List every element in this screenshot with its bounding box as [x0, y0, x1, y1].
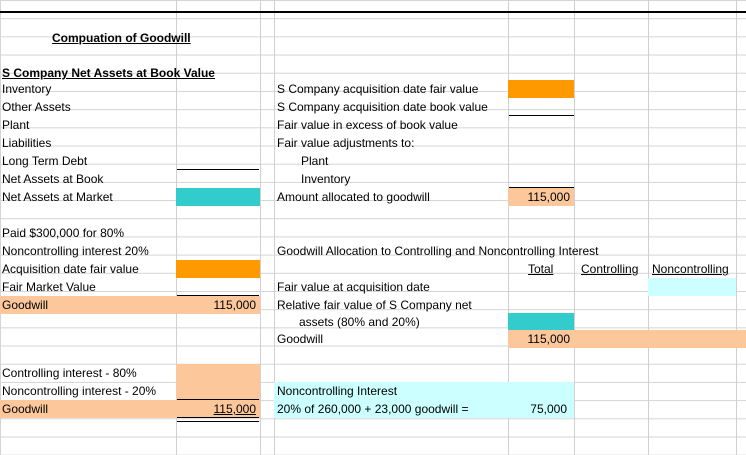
- goodwill2-value: 115,000: [213, 402, 257, 416]
- label-paid: Paid $300,000 for 80%: [2, 226, 125, 240]
- amount-allocated-value: 115,000: [527, 190, 571, 204]
- net-assets-header: S Company Net Assets at Book Value: [2, 66, 215, 80]
- goodwill-allocation-row-fill: [508, 330, 746, 348]
- allocation-header: Goodwill Allocation to Controlling and N…: [277, 244, 599, 258]
- label-net-assets-book: Net Assets at Book: [2, 172, 104, 186]
- goodwill2-row-fill: [0, 400, 260, 418]
- label-fv-adjustments: Fair value adjustments to:: [277, 136, 415, 150]
- label-goodwill: Goodwill: [2, 298, 49, 312]
- adjustments-underline: [509, 187, 574, 188]
- label-adj-plant: Plant: [301, 154, 329, 168]
- column-divider: [176, 0, 177, 455]
- acq-fair-value-input-fill[interactable]: [508, 80, 574, 98]
- label-amount-allocated: Amount allocated to goodwill: [277, 190, 430, 204]
- label-fair-market-value: Fair Market Value: [2, 280, 96, 294]
- page-title: Compuation of Goodwill: [52, 31, 191, 45]
- label-net-assets-market: Net Assets at Market: [2, 190, 113, 204]
- amount-allocated-fill: [508, 188, 574, 206]
- label-goodwill-2: Goodwill: [2, 402, 49, 416]
- label-nci-20: Noncontrolling interest 20%: [2, 244, 149, 258]
- label-other-assets: Other Assets: [2, 100, 71, 114]
- column-divider: [736, 0, 737, 455]
- label-controlling-interest: Controlling interest - 80%: [2, 366, 137, 380]
- label-liabilities: Liabilities: [2, 136, 52, 150]
- column-divider: [260, 0, 261, 455]
- label-noncontrolling-interest: Noncontrolling interest - 20%: [2, 384, 157, 398]
- label-nci-header: Noncontrolling Interest: [277, 384, 398, 398]
- label-allocation-goodwill: Goodwill: [277, 332, 324, 346]
- book-value-underline: [509, 115, 574, 116]
- column-divider: [574, 0, 575, 455]
- interest-underline: [177, 399, 259, 400]
- allocation-goodwill-total: 115,000: [527, 332, 571, 346]
- label-acq-date-book-value: S Company acquisition date book value: [277, 100, 488, 114]
- label-acq-fair-value: Acquisition date fair value: [2, 262, 139, 276]
- net-assets-market-cell-fill[interactable]: [176, 188, 260, 206]
- label-acq-date-fair-value: S Company acquisition date fair value: [277, 82, 479, 96]
- col-total: Total: [528, 262, 554, 276]
- interest-cells-fill[interactable]: [176, 364, 260, 400]
- label-fv-at-acquisition: Fair value at acquisition date: [277, 280, 430, 294]
- col-controlling: Controlling: [581, 262, 639, 276]
- noncontrolling-fv-fill[interactable]: [648, 278, 736, 296]
- outline-top-border: [0, 11, 746, 13]
- label-plant: Plant: [2, 118, 30, 132]
- column-divider: [274, 0, 275, 455]
- label-long-term-debt: Long Term Debt: [2, 154, 88, 168]
- relative-fv-fill[interactable]: [508, 313, 574, 330]
- goodwill-value: 115,000: [213, 298, 257, 312]
- label-adj-inventory: Inventory: [301, 172, 351, 186]
- label-fv-excess: Fair value in excess of book value: [277, 118, 458, 132]
- label-relative-fv-2: assets (80% and 20%): [299, 315, 420, 329]
- label-inventory: Inventory: [2, 82, 52, 96]
- goodwill2-double-underline: [177, 417, 259, 422]
- label-nci-calc: 20% of 260,000 + 23,000 goodwill =: [277, 402, 469, 416]
- label-relative-fv-1: Relative fair value of S Company net: [277, 298, 472, 312]
- column-divider: [508, 0, 509, 455]
- nci-value: 75,000: [530, 402, 567, 416]
- fair-market-value-underline: [177, 295, 259, 296]
- col-noncontrolling: Noncontrolling: [652, 262, 729, 276]
- acq-fair-value-cell-fill[interactable]: [176, 260, 260, 278]
- nci-block-fill: [274, 382, 574, 418]
- long-term-debt-underline: [177, 169, 259, 170]
- goodwill-row-fill: [0, 296, 260, 314]
- column-divider: [648, 0, 649, 455]
